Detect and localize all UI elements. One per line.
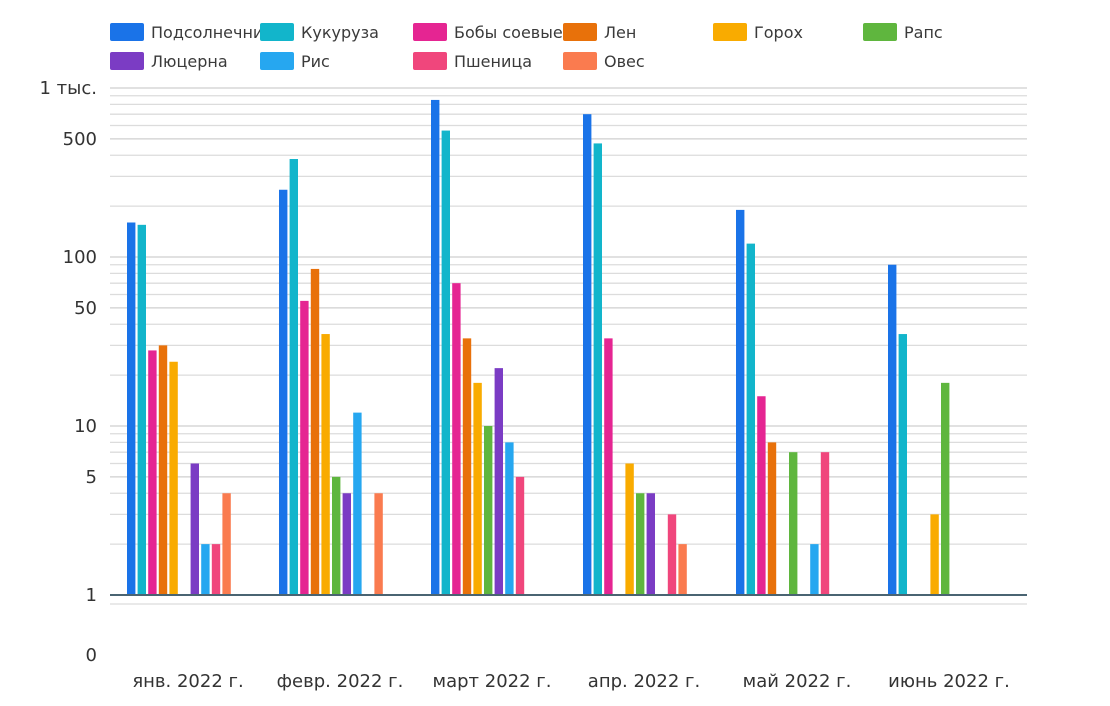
category-label: июнь 2022 г. bbox=[888, 671, 1010, 692]
legend-label: Пшеница bbox=[454, 52, 532, 71]
legend-item[interactable]: Рис bbox=[260, 52, 330, 71]
bar[interactable] bbox=[137, 224, 146, 596]
bar[interactable] bbox=[746, 243, 755, 596]
legend-label: Бобы соевые bbox=[454, 23, 563, 42]
y-tick-label: 10 bbox=[74, 416, 97, 437]
bar[interactable] bbox=[888, 264, 897, 595]
category-label: февр. 2022 г. bbox=[277, 671, 404, 692]
bar[interactable] bbox=[646, 493, 655, 595]
bar[interactable] bbox=[462, 338, 472, 595]
legend-item[interactable]: Лен bbox=[563, 23, 636, 42]
legend-item[interactable]: Подсолнечник bbox=[110, 23, 273, 42]
bar[interactable] bbox=[636, 493, 645, 595]
bar[interactable] bbox=[930, 514, 939, 595]
bar[interactable] bbox=[767, 442, 777, 595]
legend-item[interactable]: Пшеница bbox=[413, 52, 532, 71]
legend-label: Овес bbox=[604, 52, 645, 71]
x-axis-categories: янв. 2022 г. февр. 2022 г. март 2022 г. апр… bbox=[132, 671, 1010, 692]
legend-item[interactable]: Горох bbox=[713, 23, 803, 42]
legend-swatch bbox=[863, 23, 897, 41]
bar[interactable] bbox=[593, 143, 602, 595]
y-tick-label: 100 bbox=[63, 247, 97, 268]
bar[interactable] bbox=[667, 514, 677, 595]
bar[interactable] bbox=[321, 334, 330, 595]
bar[interactable] bbox=[300, 300, 309, 595]
legend-swatch bbox=[413, 23, 447, 41]
bar[interactable] bbox=[148, 350, 157, 595]
y-tick-label: 1 bbox=[86, 585, 97, 606]
legend-label: Рапс bbox=[904, 23, 943, 42]
legend-item[interactable]: Овес bbox=[563, 52, 645, 71]
bar[interactable] bbox=[201, 544, 210, 595]
legend-label: Люцерна bbox=[151, 52, 228, 71]
bar[interactable] bbox=[625, 463, 634, 595]
y-axis-ticks: 0 1 5 10 50 100 500 1 тыс. bbox=[40, 78, 98, 666]
bar[interactable] bbox=[441, 130, 450, 596]
y-tick-label: 50 bbox=[74, 298, 97, 319]
y-tick-label: 5 bbox=[86, 467, 97, 488]
legend-swatch bbox=[110, 23, 144, 41]
y-tick-label: 500 bbox=[63, 129, 97, 150]
bar[interactable] bbox=[515, 476, 525, 595]
bar[interactable] bbox=[374, 493, 383, 595]
legend-swatch bbox=[260, 52, 294, 70]
legend-label: Кукуруза bbox=[301, 23, 379, 42]
bar[interactable] bbox=[941, 382, 950, 595]
bar[interactable] bbox=[211, 544, 221, 595]
bar[interactable] bbox=[158, 345, 168, 595]
y-tick-label: 0 bbox=[86, 645, 97, 666]
grid-lines bbox=[110, 87, 1027, 605]
bar[interactable] bbox=[604, 338, 613, 595]
legend-swatch bbox=[260, 23, 294, 41]
bar[interactable] bbox=[505, 442, 514, 595]
category-label: янв. 2022 г. bbox=[132, 671, 243, 692]
bar[interactable] bbox=[353, 412, 362, 595]
bar[interactable] bbox=[342, 493, 351, 595]
bar[interactable] bbox=[789, 452, 798, 595]
bar[interactable] bbox=[332, 476, 341, 595]
legend-swatch bbox=[563, 23, 597, 41]
bar[interactable] bbox=[169, 361, 178, 595]
bar[interactable] bbox=[736, 209, 745, 596]
legend-label: Рис bbox=[301, 52, 330, 71]
y-tick-label: 1 тыс. bbox=[40, 78, 98, 99]
legend-item[interactable]: Бобы соевые bbox=[413, 23, 563, 42]
legend-swatch bbox=[110, 52, 144, 70]
bar[interactable] bbox=[452, 283, 461, 595]
legend-label: Подсолнечник bbox=[151, 23, 273, 42]
bar[interactable] bbox=[678, 544, 687, 595]
bar[interactable] bbox=[222, 493, 231, 595]
bar[interactable] bbox=[190, 463, 199, 595]
legend-swatch bbox=[413, 52, 447, 70]
bar[interactable] bbox=[494, 368, 503, 595]
bar[interactable] bbox=[583, 114, 592, 595]
legend[interactable]: Подсолнечник Кукуруза Бобы соевые Лен Горох Р… bbox=[110, 23, 943, 71]
bar[interactable] bbox=[127, 222, 136, 595]
bar[interactable] bbox=[310, 268, 320, 595]
bar[interactable] bbox=[898, 334, 907, 595]
bar[interactable] bbox=[473, 382, 482, 595]
bar[interactable] bbox=[279, 189, 288, 595]
legend-item[interactable]: Рапс bbox=[863, 23, 943, 42]
legend-item[interactable]: Люцерна bbox=[110, 52, 228, 71]
bar[interactable] bbox=[484, 426, 493, 595]
legend-label: Лен bbox=[604, 23, 636, 42]
bars bbox=[127, 99, 950, 596]
category-label: май 2022 г. bbox=[743, 671, 852, 692]
legend-swatch bbox=[563, 52, 597, 70]
bar[interactable] bbox=[810, 544, 819, 595]
bar[interactable] bbox=[289, 159, 298, 595]
legend-swatch bbox=[713, 23, 747, 41]
legend-label: Горох bbox=[754, 23, 803, 42]
category-label: апр. 2022 г. bbox=[588, 671, 700, 692]
bar[interactable] bbox=[820, 452, 830, 595]
legend-item[interactable]: Кукуруза bbox=[260, 23, 379, 42]
bar[interactable] bbox=[431, 99, 440, 596]
bar[interactable] bbox=[757, 396, 766, 595]
category-label: март 2022 г. bbox=[433, 671, 552, 692]
